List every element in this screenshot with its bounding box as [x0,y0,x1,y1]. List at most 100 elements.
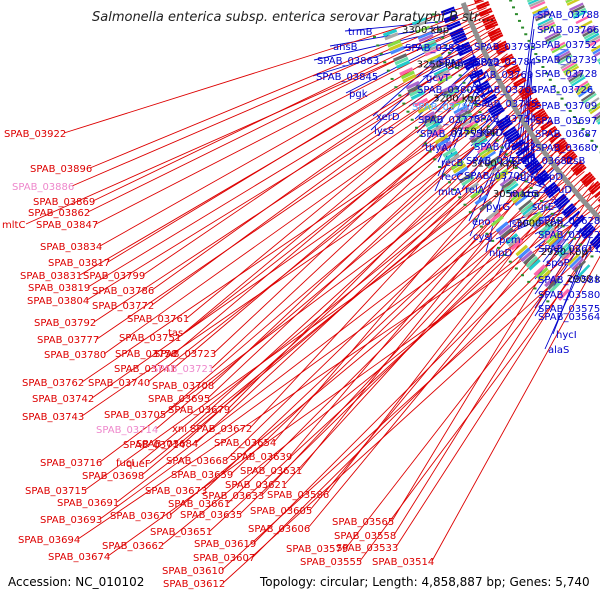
reverse-gene-label[interactable]: SPAB_03715 [25,486,87,497]
reverse-gene-label[interactable]: SPAB_03786 [92,286,154,297]
forward-gene-label[interactable]: SPAB_03835 [405,43,467,54]
reverse-gene-label[interactable]: fucI [116,458,134,469]
forward-gene-label[interactable]: SPAB_03722 [474,142,536,153]
forward-gene-label[interactable]: SPAB_03755 [420,129,482,140]
forward-gene-label[interactable]: SPAB_03700 [464,171,526,182]
reverse-gene-label[interactable]: SPAB_03799 [83,271,145,282]
reverse-gene-label[interactable]: SPAB_03716 [40,458,102,469]
reverse-gene-label[interactable]: SPAB_03742 [32,394,94,405]
forward-gene-label[interactable]: SPAB_03709 [535,101,597,112]
reverse-gene-label[interactable]: queF [126,459,151,470]
forward-gene-label[interactable]: thyA [425,143,448,154]
reverse-gene-label[interactable]: SPAB_03684 [136,439,198,450]
reverse-gene-label[interactable]: SPAB_03654 [214,438,276,449]
reverse-gene-label[interactable]: SPAB_03533 [336,543,398,554]
reverse-gene-label[interactable]: SPAB_03869 [33,197,95,208]
forward-gene-label[interactable]: eno [472,217,491,228]
forward-gene-label[interactable]: SPAB_03711 [466,156,528,167]
forward-gene-label[interactable]: SPAB_03845 [316,72,378,83]
forward-gene-label[interactable]: recD [480,128,504,139]
forward-gene-label[interactable]: relA [465,185,485,196]
reverse-gene-label[interactable]: SPAB_03661 [168,499,230,510]
forward-gene-label[interactable]: SPAB_03575 [538,304,600,315]
reverse-gene-label[interactable]: SPAB_03834 [40,242,102,253]
reverse-gene-label[interactable]: SPAB_03750 [115,349,177,360]
reverse-gene-label[interactable]: SPAB_03714 [96,425,158,436]
reverse-gene-label[interactable]: SPAB_03558 [334,531,396,542]
reverse-gene-label[interactable]: SPAB_03679 [168,405,230,416]
reverse-gene-label[interactable]: SPAB_03633 [202,491,264,502]
forward-gene-label[interactable]: cysJ [473,232,493,243]
reverse-gene-label[interactable]: SPAB_03831 [20,271,82,282]
forward-gene-label[interactable]: truD [550,185,572,196]
reverse-gene-label[interactable]: SPAB_03721 [152,364,214,375]
reverse-gene-label[interactable]: SPAB_03694 [18,535,80,546]
reverse-gene-label[interactable]: SPAB_03847 [36,220,98,231]
reverse-gene-label[interactable]: SPAB_03555 [300,557,362,568]
reverse-gene-label[interactable]: SPAB_03708 [152,381,214,392]
reverse-gene-label[interactable]: SPAB_03792 [34,318,96,329]
reverse-gene-label[interactable]: SPAB_03607 [193,553,255,564]
forward-gene-label[interactable]: mazG [510,189,539,200]
forward-gene-label[interactable]: rumA [516,173,543,184]
forward-gene-label[interactable]: SPAB_03785 [412,102,474,113]
reverse-gene-label[interactable]: SPAB_03670 [110,511,172,522]
forward-gene-label[interactable]: SPAB_03622 [538,230,600,241]
forward-gene-label[interactable]: nlpD [489,248,512,259]
forward-gene-label[interactable]: lysS [374,126,394,137]
forward-gene-label[interactable]: hycI [556,330,577,341]
forward-gene-label[interactable]: spaP [546,258,570,269]
reverse-gene-label[interactable]: SPAB_03586 [267,490,329,501]
reverse-gene-label[interactable]: SPAB_03621 [225,480,287,491]
forward-gene-label[interactable]: trmB [348,27,373,38]
reverse-gene-label[interactable]: SPAB_03777 [37,335,99,346]
forward-gene-label[interactable]: pgk [349,89,368,100]
reverse-gene-label[interactable]: SPAB_03695 [148,394,210,405]
forward-gene-label[interactable]: SPAB_03822 [438,58,500,69]
reverse-gene-label[interactable]: SPAB_03740 [88,378,150,389]
forward-gene-label[interactable]: mltA [438,187,461,198]
forward-gene-label[interactable]: SPAB_03580 [538,290,600,301]
reverse-gene-label[interactable]: SPAB_03651 [150,527,212,538]
reverse-gene-label[interactable]: SPAB_03714 [123,440,185,451]
forward-gene-label[interactable]: gcvT [426,73,451,84]
reverse-gene-label[interactable]: SPAB_03896 [30,164,92,175]
forward-gene-label[interactable]: surE [532,202,554,213]
reverse-gene-label[interactable]: SPAB_03705 [104,410,166,421]
reverse-gene-label[interactable]: SPAB_03743 [22,412,84,423]
reverse-gene-label[interactable]: SPAB_03741 [114,364,176,375]
forward-gene-label[interactable]: SPAB_03680 [535,143,597,154]
reverse-gene-label[interactable]: SPAB_03635 [180,510,242,521]
reverse-gene-label[interactable]: tas [168,328,183,339]
reverse-gene-label[interactable]: SPAB_03662 [102,541,164,552]
reverse-gene-label[interactable]: SPAB_03514 [372,557,434,568]
forward-gene-label[interactable]: SPAB_03687 [535,129,597,140]
reverse-gene-label[interactable]: SPAB_03751 [119,333,181,344]
forward-gene-label[interactable]: SPAB_03784 [474,57,536,68]
forward-gene-label[interactable]: SPAB_03588 [538,275,600,286]
forward-gene-label[interactable]: SPAB_03802 [417,85,479,96]
forward-gene-label[interactable]: xerD [376,112,400,123]
reverse-gene-label[interactable]: SPAB_03762 [22,378,84,389]
reverse-gene-label[interactable]: SPAB_03691 [57,498,119,509]
forward-gene-label[interactable]: SPAB_03628 [538,216,600,227]
forward-gene-label[interactable]: SPAB_03726 [531,85,593,96]
reverse-gene-label[interactable]: SPAB_03698 [82,471,144,482]
reverse-gene-label[interactable]: SPAB_03565 [332,517,394,528]
forward-gene-label[interactable]: ispF [509,219,529,230]
reverse-gene-label[interactable]: SPAB_03817 [48,258,110,269]
forward-gene-label[interactable]: recC [441,172,464,183]
forward-gene-label[interactable]: SPAB_03728 [535,69,597,80]
reverse-gene-label[interactable]: SPAB_03723 [154,349,216,360]
forward-gene-label[interactable]: SPAB_03793 [474,42,536,53]
forward-gene-label[interactable]: alaS [548,345,569,356]
reverse-gene-label[interactable]: SPAB_03668 [166,456,228,467]
forward-gene-label[interactable]: SPAB_03769 [471,70,533,81]
reverse-gene-label[interactable]: SPAB_03819 [28,283,90,294]
forward-gene-label[interactable]: SPAB_03739 [535,55,597,66]
reverse-gene-label[interactable]: SPAB_03659 [171,470,233,481]
forward-gene-label[interactable]: SPAB_03766 [537,25,599,36]
reverse-gene-label[interactable]: SPAB_03761 [127,314,189,325]
reverse-gene-label[interactable]: SPAB_03922 [4,129,66,140]
reverse-gene-label[interactable]: SPAB_03780 [44,350,106,361]
